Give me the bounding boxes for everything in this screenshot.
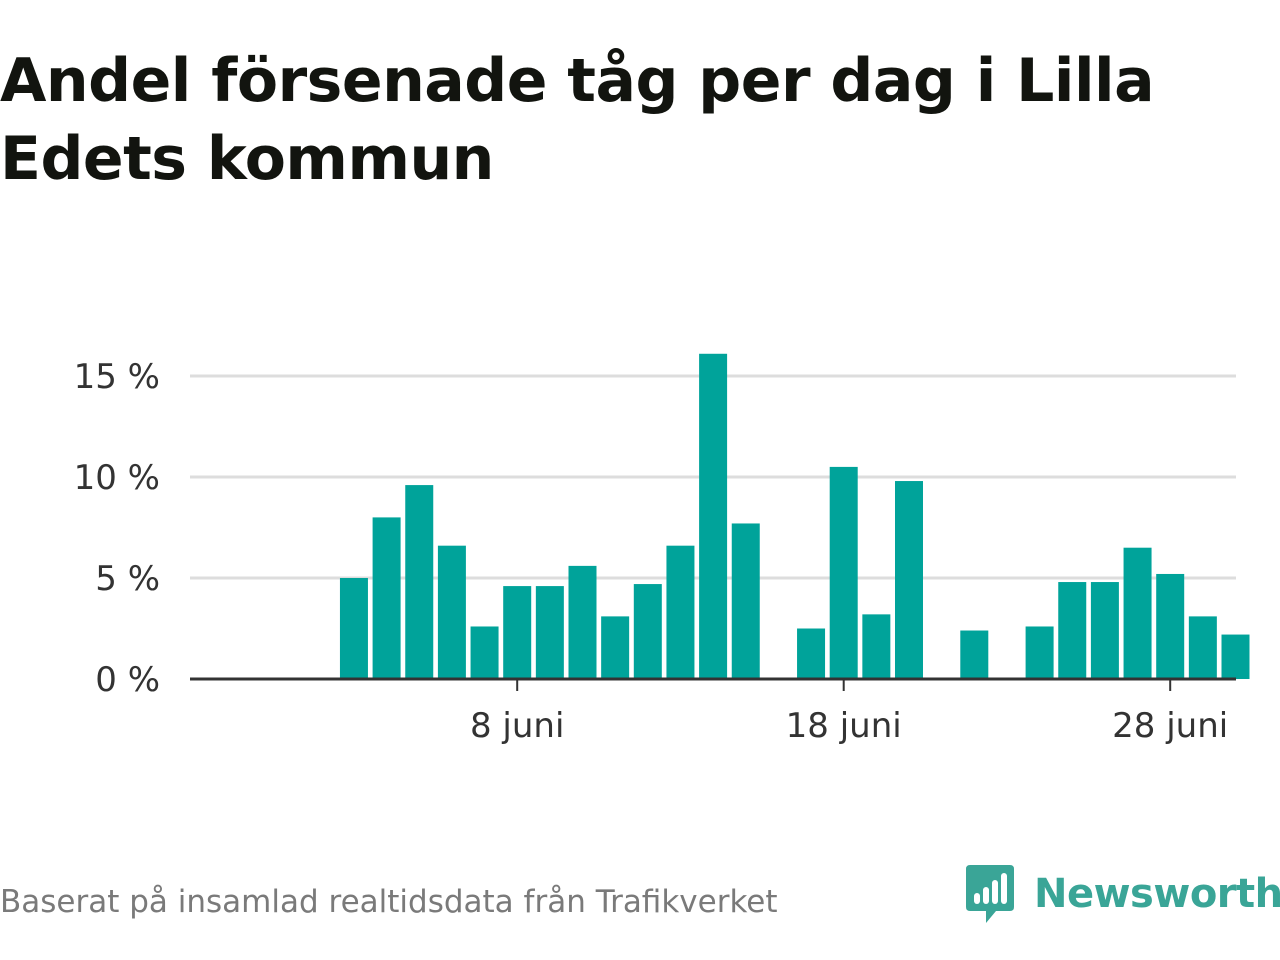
bar [372,517,401,679]
y-tick-label: 15 % [74,357,160,397]
chart-title: Andel försenade tåg per dag i Lilla Edet… [0,46,1155,194]
bar [666,545,695,679]
newsworthy-logo-icon [966,865,1014,923]
bar [1221,634,1250,679]
bar [405,485,434,679]
bar [1156,573,1185,679]
x-tick-label: 18 juni [786,706,902,746]
bar [699,353,728,679]
bar [633,584,662,679]
bar [470,626,499,679]
bar [568,565,597,679]
source-note: Baserat på insamlad realtidsdata från Tr… [0,884,778,920]
bar [437,545,466,679]
bar [797,628,826,679]
bar [503,586,532,679]
bar [1025,626,1054,679]
bar [1123,547,1152,679]
bars [339,353,1250,679]
bar [731,523,760,679]
bar [960,630,989,679]
bar [1188,616,1217,679]
brand-name: Newsworthy [1034,871,1280,917]
bar [829,466,858,679]
y-tick-label: 10 % [74,458,160,498]
y-tick-label: 0 % [95,660,160,700]
brand-logo: Newsworthy [964,862,1280,926]
x-tick-label: 8 juni [470,706,564,746]
bar [339,578,368,679]
bar [601,616,630,679]
bar [895,481,923,679]
x-tick-label: 28 juni [1112,706,1228,746]
bar [535,586,564,679]
y-tick-label: 5 % [95,559,160,599]
bar [1090,582,1119,679]
bar [1058,582,1087,679]
bar [862,614,891,679]
axes: 0 % 5 % 10 % 15 % 8 juni 18 juni 28 juni [74,357,1236,746]
